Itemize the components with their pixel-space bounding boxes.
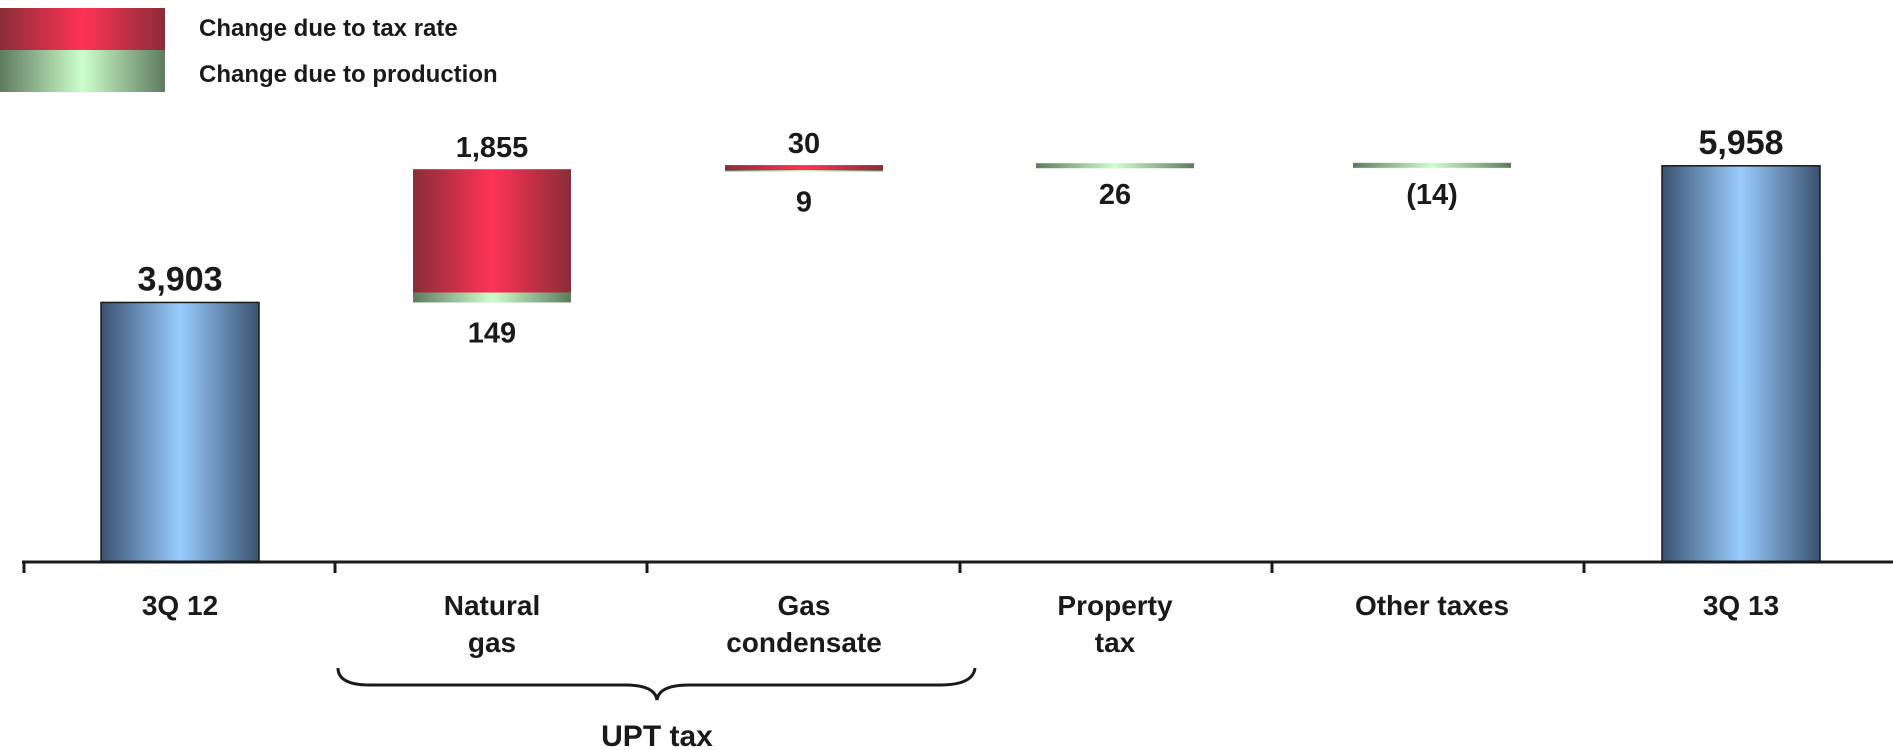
bar-gas-condensate-tax-rate [725, 165, 883, 171]
legend-label-tax-rate: Change due to tax rate [199, 15, 458, 42]
bar-property-tax-production [1036, 163, 1194, 169]
legend-swatch-tax-rate [0, 8, 165, 50]
x-axis: 3Q 12 Natural gas Gas condensate Property tax O… [22, 560, 1893, 658]
tick-label-property-tax: Property tax [1057, 590, 1173, 658]
data-label-total-3q-13: 5,958 [1698, 124, 1783, 162]
tick-label-other-taxes: Other taxes [1355, 590, 1509, 621]
legend-label-production: Change due to production [199, 61, 498, 88]
legend-swatch-production [0, 50, 165, 92]
data-label-total-3q-12: 3,903 [137, 260, 222, 298]
group-label-upt-tax: UPT tax [601, 720, 713, 750]
group-brace: UPT tax [336, 667, 977, 750]
tick-label-3q13: 3Q 13 [1703, 590, 1779, 621]
data-label-natural-gas-production: 149 [468, 317, 516, 349]
upt-brace [336, 667, 977, 701]
tick-label-natural-gas: Natural gas [444, 590, 540, 658]
data-label-natural-gas-tax-rate: 1,855 [456, 132, 529, 164]
data-label-other-taxes-production: (14) [1406, 179, 1458, 211]
bar-natural-gas-tax-rate [413, 169, 571, 293]
legend: Change due to tax rate Change due to prod… [0, 8, 498, 92]
data-label-property-tax-production: 26 [1099, 179, 1131, 211]
bar-natural-gas-production [413, 292, 571, 303]
bars: 3,903 5,958 1,855 149 30 9 26 (14) [100, 124, 1821, 563]
bar-other-taxes-production [1353, 162, 1511, 168]
tick-label-gas-condensate: Gas condensate [726, 590, 882, 658]
data-label-gas-condensate-tax-rate: 30 [788, 128, 820, 160]
tick-label-3q12: 3Q 12 [142, 590, 218, 621]
bar-total-3q-12 [100, 301, 260, 563]
data-label-gas-condensate-production: 9 [796, 186, 812, 218]
bar-total-3q-13 [1661, 165, 1821, 563]
